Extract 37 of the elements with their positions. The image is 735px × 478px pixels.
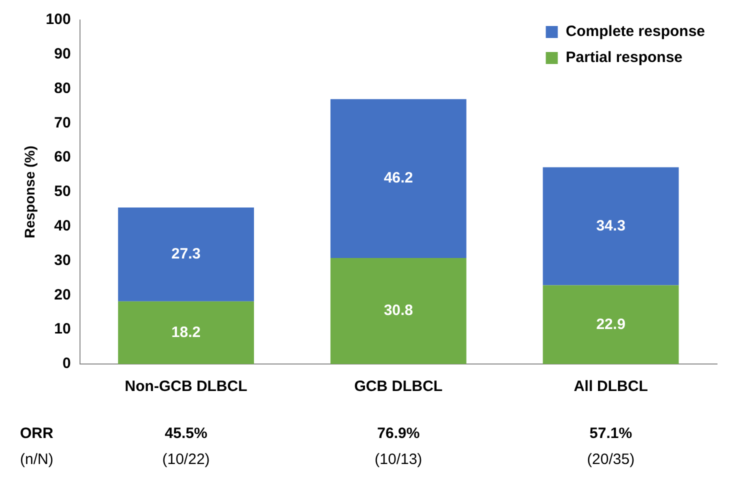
bar [542, 285, 679, 364]
x-tick-label: GCB DLBCL [354, 378, 443, 396]
y-tick-label: 100 [46, 11, 71, 28]
text: (n/N) [20, 451, 54, 468]
data-label: 46.2 [384, 170, 414, 187]
data-label: 18.2 [171, 324, 201, 341]
y-tick-label: 20 [54, 286, 71, 304]
data-label: 34.3 [596, 217, 626, 234]
bar [118, 207, 254, 302]
data-label: 27.3 [171, 246, 201, 263]
y-tick-label: 90 [54, 46, 71, 63]
y-tick-label: 0 [62, 355, 71, 372]
text: 45.5% [164, 425, 208, 442]
x-tick-label: All DLBCL [574, 378, 648, 396]
y-tick-label: 50 [54, 183, 71, 200]
y-tick-label: 10 [54, 320, 71, 338]
bar [330, 258, 466, 364]
x-tick-label: Non-GCB DLBCL [124, 378, 248, 396]
text: (10/13) [374, 451, 422, 468]
bar [330, 99, 466, 258]
text: (10/22) [162, 451, 210, 468]
data-label: 22.9 [596, 316, 626, 333]
legend-label: Complete response [566, 23, 706, 40]
y-tick-label: 30 [54, 252, 71, 269]
y-axis-title: Response (%) [21, 146, 38, 238]
data-label: 30.8 [384, 302, 414, 320]
legend-label: Partial response [566, 49, 683, 66]
y-tick-label: 70 [54, 114, 71, 132]
text: 57.1% [590, 425, 632, 442]
text: 76.9% [377, 425, 420, 442]
bar [118, 301, 254, 364]
y-tick-label: 60 [54, 148, 71, 166]
bar [542, 167, 679, 286]
y-tick-label: 80 [54, 80, 71, 97]
text: ORR [20, 425, 54, 442]
text: (20/35) [587, 451, 635, 468]
y-tick-label: 40 [54, 218, 71, 235]
